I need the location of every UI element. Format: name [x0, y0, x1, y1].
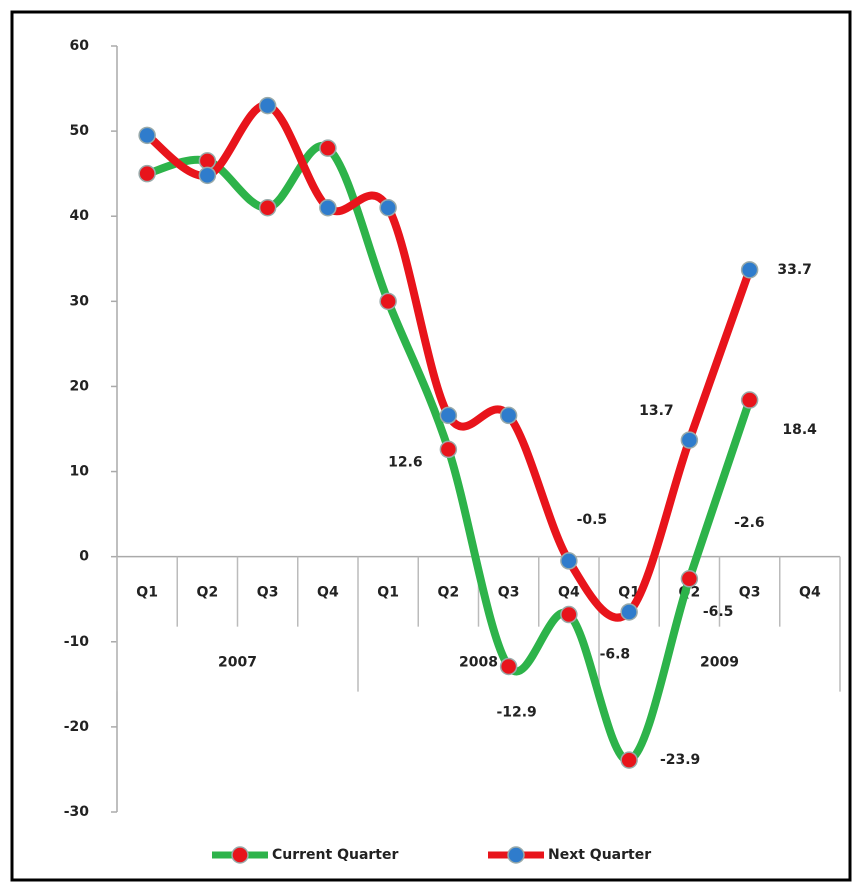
x-group-label: 2009	[700, 655, 739, 671]
data-label: -0.5	[577, 512, 608, 528]
x-tick-label: Q4	[558, 585, 580, 601]
marker	[198, 152, 217, 170]
marker	[319, 139, 337, 157]
x-group-label: 2008	[459, 655, 498, 671]
x-group-label: 2007	[218, 655, 257, 671]
x-tick-label: Q4	[799, 585, 821, 601]
data-label: -12.9	[496, 704, 536, 720]
x-tick-label: Q3	[257, 585, 279, 601]
marker	[198, 166, 217, 185]
marker	[258, 96, 277, 115]
x-tick-label: Q2	[438, 585, 460, 601]
data-label: -2.6	[734, 515, 765, 531]
x-tick-label: Q3	[498, 585, 520, 601]
y-tick-label: 50	[70, 123, 90, 139]
x-tick-label: Q3	[739, 585, 761, 601]
data-label: 33.7	[777, 262, 812, 278]
marker	[439, 406, 458, 425]
marker	[620, 751, 638, 769]
marker	[258, 198, 277, 217]
marker	[138, 164, 156, 183]
marker	[740, 391, 759, 409]
x-tick-label: Q1	[136, 585, 158, 601]
x-tick-label: Q1	[377, 585, 399, 601]
marker	[680, 431, 699, 449]
data-label: 18.4	[782, 422, 817, 438]
data-label: -6.8	[600, 647, 631, 663]
y-tick-label: 10	[70, 464, 90, 480]
marker	[680, 570, 699, 588]
chart-frame	[10, 10, 852, 882]
marker	[560, 605, 578, 624]
y-tick-label: 0	[79, 549, 89, 565]
y-tick-label: 20	[70, 378, 90, 394]
marker	[499, 657, 518, 676]
marker	[560, 552, 578, 570]
y-tick-label: -20	[64, 719, 90, 735]
y-tick-label: 30	[70, 293, 90, 309]
y-tick-label: 60	[70, 38, 90, 54]
legend-label: Next Quarter	[548, 847, 651, 863]
x-tick-label: Q4	[317, 585, 339, 601]
marker	[138, 126, 156, 145]
marker	[319, 198, 337, 217]
marker	[439, 440, 458, 459]
y-tick-label: -30	[64, 804, 90, 820]
legend-label: Current Quarter	[272, 847, 398, 863]
legend-marker	[231, 846, 249, 864]
marker	[740, 261, 759, 279]
marker	[379, 292, 397, 311]
x-tick-label: Q2	[197, 585, 219, 601]
marker	[620, 603, 638, 621]
legend-marker	[507, 846, 525, 864]
data-label: 12.6	[388, 454, 423, 470]
data-label: -6.5	[703, 604, 734, 620]
data-label: 13.7	[639, 403, 674, 419]
y-tick-label: -10	[64, 634, 90, 650]
data-label: -23.9	[660, 752, 700, 768]
marker	[499, 406, 518, 425]
y-tick-label: 40	[70, 208, 90, 224]
marker	[379, 198, 397, 217]
